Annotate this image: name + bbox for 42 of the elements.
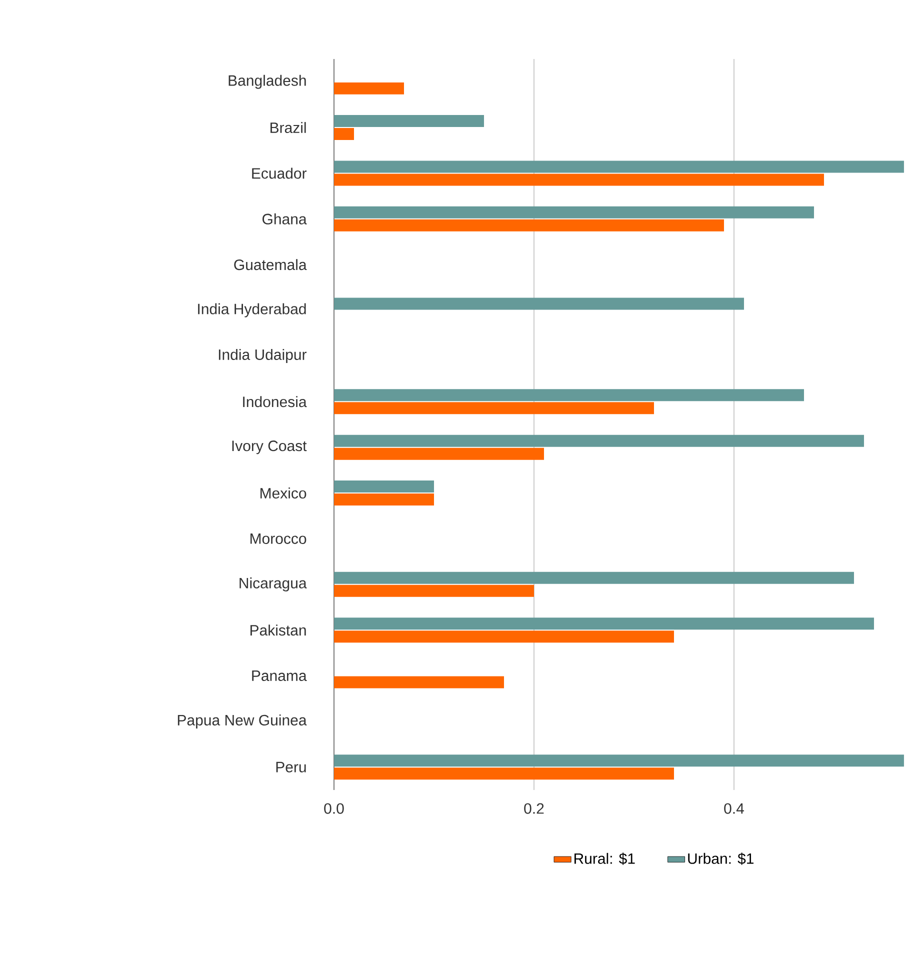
bar	[334, 128, 354, 140]
bar	[334, 82, 404, 94]
bar	[334, 448, 544, 460]
bar	[334, 160, 904, 173]
bar	[334, 630, 674, 643]
x-tick-label: 0.2	[524, 803, 544, 814]
y-tick-label: Nicaragua	[240, 577, 307, 592]
bar	[334, 219, 724, 232]
y-tick-label: Morocco	[250, 533, 306, 544]
bar	[334, 754, 904, 767]
bar	[334, 768, 674, 780]
y-tick-label: Brazil	[270, 122, 306, 134]
y-tick-label: Ivory Coast	[232, 440, 307, 454]
bar	[334, 494, 434, 506]
y-tick-label: India Udaipur	[218, 348, 307, 363]
y-tick-label: Panama	[252, 670, 307, 682]
y-tick-label: Ghana	[262, 213, 307, 224]
bar	[334, 206, 814, 218]
bar	[334, 584, 534, 597]
bar	[334, 480, 434, 493]
legend-label: Urban: $1	[688, 852, 754, 865]
bar	[334, 298, 744, 310]
y-tick-label: Ecuador	[252, 168, 307, 179]
y-tick-label: Mexico	[260, 488, 306, 499]
y-tick-label: Bangladesh	[228, 74, 306, 89]
x-tick-label: 0.0	[324, 803, 344, 814]
bar	[334, 174, 824, 186]
bar	[334, 434, 864, 447]
x-tick-label: 0.4	[724, 803, 744, 814]
y-tick-label: Papua New Guinea	[178, 714, 307, 728]
y-tick-label: Indonesia	[243, 396, 307, 408]
y-tick-label: India Hyderabad	[198, 303, 306, 318]
bar	[334, 402, 654, 414]
bar	[334, 618, 874, 630]
legend-label: Rural: $1	[574, 852, 635, 865]
bar	[334, 572, 854, 584]
bar	[334, 676, 504, 688]
bar	[334, 389, 804, 402]
y-tick-label: Guatemala	[234, 259, 307, 270]
y-tick-label: Pakistan	[250, 624, 306, 636]
y-tick-label: Peru	[276, 762, 306, 772]
bar	[334, 115, 484, 128]
